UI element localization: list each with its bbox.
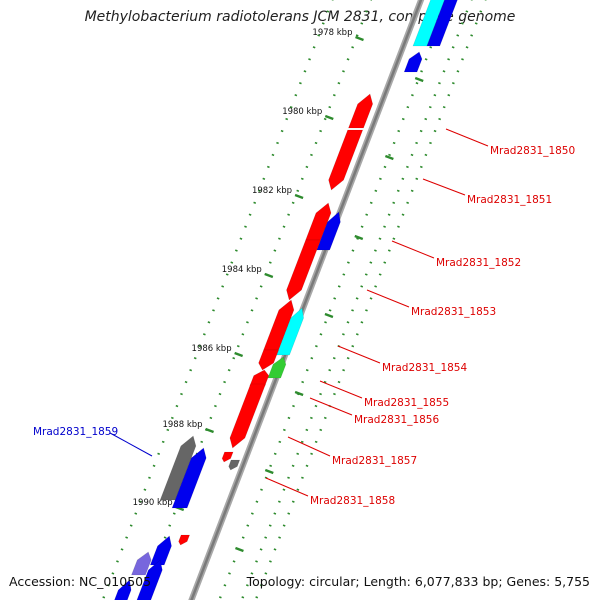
gene-arrow-18 (178, 534, 191, 546)
tick-label-2: 1982 kbp (252, 186, 292, 196)
gene-arrow-21 (136, 559, 163, 600)
tick-label-4: 1986 kbp (192, 344, 232, 354)
backbone (188, 0, 425, 600)
minor-tick-5 (264, 468, 274, 475)
gene-label-mrad2831-1857: Mrad2831_1857 (332, 455, 417, 467)
tick-dots (101, 0, 487, 600)
dotted-guide-3 (240, 0, 473, 600)
dotted-guide-4 (254, 0, 487, 600)
minor-tick-4 (294, 390, 304, 397)
gene-arrow-16 (159, 435, 197, 501)
leader-0 (445, 128, 489, 147)
leader-7 (287, 436, 331, 457)
gene-arrow-15 (228, 459, 241, 471)
tick-label-6: 1990 kbp (133, 498, 173, 508)
gene-label-mrad2831-1859: Mrad2831_1859 (33, 426, 118, 438)
gene-arrow-3 (348, 93, 374, 129)
tick-mark-0 (355, 35, 364, 42)
leader-2 (391, 240, 435, 259)
gene-arrow-19 (149, 535, 172, 566)
gene-arrow-4 (328, 129, 364, 191)
gene-label-mrad2831-1852: Mrad2831_1852 (436, 257, 521, 269)
leader-5 (319, 380, 363, 399)
minor-tick-2 (354, 234, 364, 241)
gene-label-mrad2831-1856: Mrad2831_1856 (354, 414, 439, 426)
tick-label-5: 1988 kbp (162, 420, 202, 430)
tick-marks: 1978 kbp 1980 kbp 1982 kbp 1984 kbp 1986 kbp… (133, 28, 424, 553)
minor-tick-0 (414, 76, 424, 83)
label-leaders (109, 128, 489, 497)
leader-3 (366, 289, 410, 308)
gene-arrow-10 (258, 349, 280, 371)
gene-label-mrad2831-1854: Mrad2831_1854 (382, 362, 467, 374)
leader-9 (109, 432, 153, 457)
gene-arrow-22 (114, 579, 132, 600)
gene-arrow-1 (426, 0, 458, 47)
leader-8 (265, 477, 309, 497)
gene-arrow-2 (403, 51, 423, 73)
tick-mark-2 (294, 193, 304, 200)
genome-summary-text: Topology: circular; Length: 6,077,833 bp… (246, 574, 590, 589)
minor-tick-6 (235, 546, 244, 553)
tick-mark-1 (324, 114, 334, 121)
gene-label-mrad2831-1853: Mrad2831_1853 (411, 306, 496, 318)
tick-label-1: 1980 kbp (282, 107, 322, 117)
minor-tick-3 (324, 312, 334, 319)
gene-arrow-20 (131, 551, 152, 576)
tick-mark-3 (264, 272, 274, 279)
gene-label-mrad2831-1851: Mrad2831_1851 (467, 194, 552, 206)
backbone-core (190, 0, 423, 600)
leader-6 (309, 397, 353, 416)
minor-tick-1 (384, 154, 394, 161)
dotted-guide-1 (139, 0, 373, 600)
gene-arrow-11 (267, 356, 287, 379)
accession-text: Accession: NC_010505 (9, 574, 152, 589)
gene-label-mrad2831-1855: Mrad2831_1855 (364, 397, 449, 409)
gene-arrow-7 (286, 239, 322, 301)
tick-label-0: 1978 kbp (312, 28, 352, 38)
gene-arrow-9 (276, 307, 304, 356)
gene-arrow-13 (229, 383, 267, 449)
leader-1 (422, 178, 466, 196)
gene-labels: Mrad2831_1850 Mrad2831_1851 Mrad2831_1852 M… (33, 145, 575, 507)
dotted-guide-0 (101, 0, 334, 600)
gene-arrow-0 (412, 0, 445, 47)
gene-arrow-6 (316, 211, 341, 251)
leader-4 (337, 345, 381, 364)
map-title: Methylobacterium radiotolerans JCM 2831,… (84, 9, 516, 25)
gene-arrow-14 (221, 451, 234, 463)
dotted-guide-2 (218, 0, 451, 600)
gene-label-mrad2831-1850: Mrad2831_1850 (490, 145, 575, 157)
tick-label-3: 1984 kbp (222, 265, 262, 275)
gene-features (114, 0, 458, 600)
tick-mark-4 (234, 351, 244, 358)
gene-arrow-17 (171, 447, 207, 509)
tick-mark-5 (205, 427, 214, 434)
gene-label-mrad2831-1858: Mrad2831_1858 (310, 495, 395, 507)
gene-arrow-12 (249, 369, 270, 387)
